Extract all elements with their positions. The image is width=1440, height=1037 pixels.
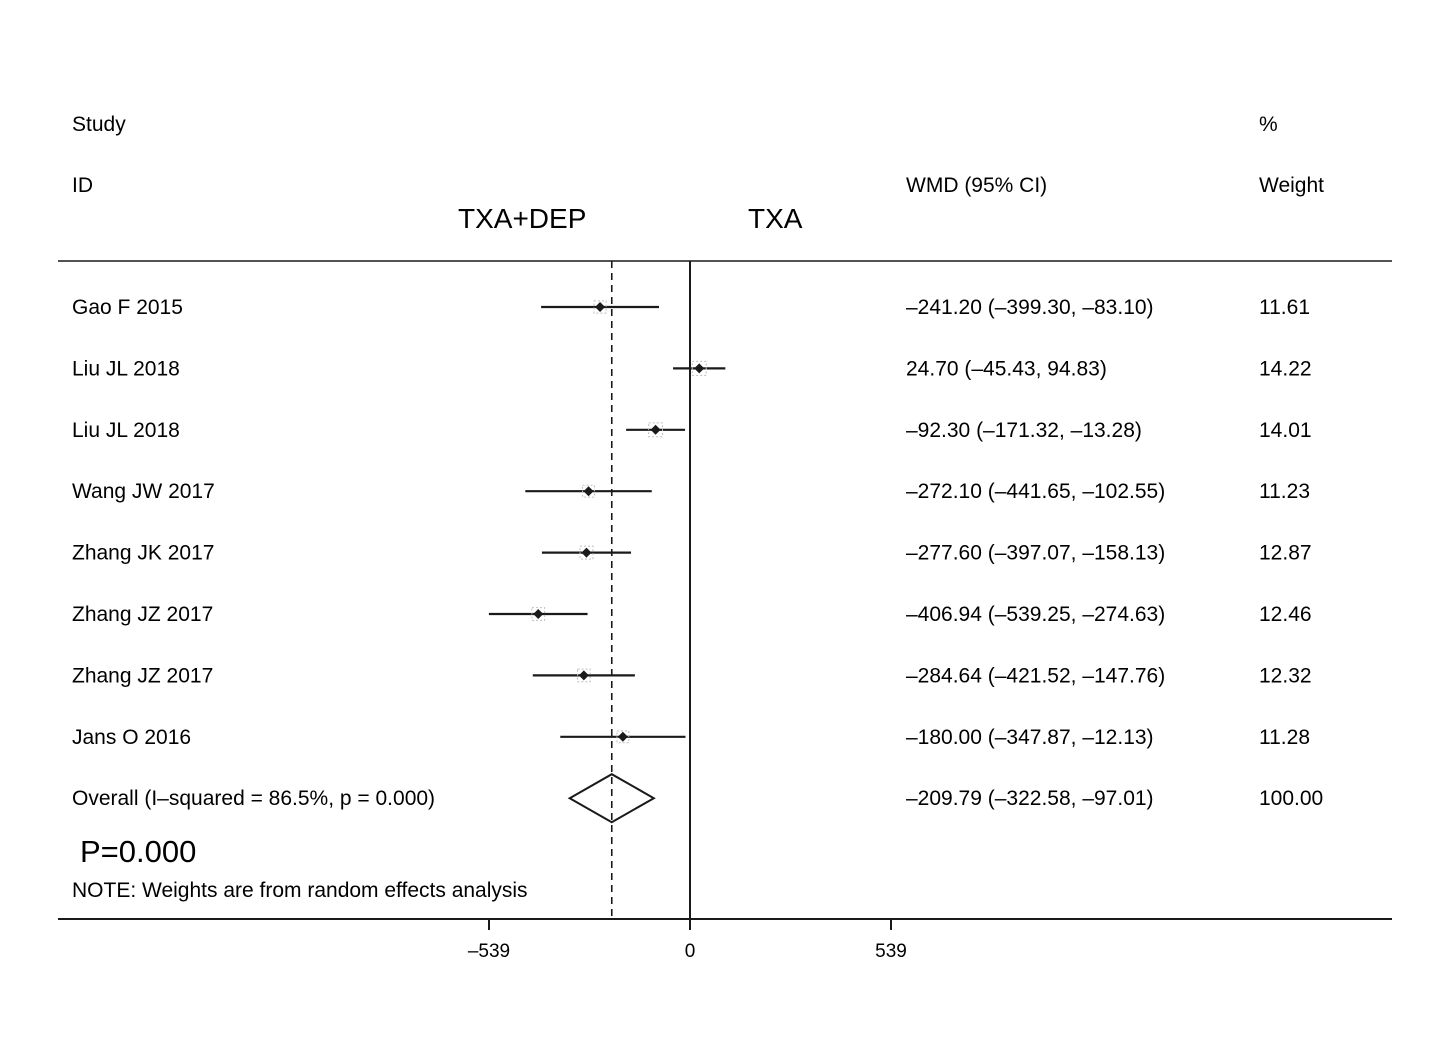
study-point-estimate [533,609,544,619]
study-weight-box [616,730,630,744]
study-weight: 12.32 [1259,664,1312,687]
p-value-text: P=0.000 [80,834,196,869]
study-effect-ci: –92.30 (–171.32, –13.28) [906,419,1142,442]
study-effect-ci: –241.20 (–399.30, –83.10) [906,296,1154,319]
study-point-estimate [583,486,594,497]
study-label: Liu JL 2018 [72,357,180,380]
study-weight-box [577,668,591,683]
study-effect-ci: –180.00 (–347.87, –12.13) [906,726,1154,749]
group-label-left: TXA+DEP [458,203,586,234]
study-effect-ci: –272.10 (–441.65, –102.55) [906,480,1165,503]
study-point-estimate [617,731,628,742]
study-weight: 14.22 [1259,357,1312,380]
group-label-right: TXA [748,203,803,234]
overall-label: Overall (I–squared = 86.5%, p = 0.000) [72,787,435,810]
study-effect-ci: –277.60 (–397.07, –158.13) [906,542,1165,565]
study-label: Gao F 2015 [72,296,183,319]
overall-diamond [567,773,656,824]
header-percent: % [1259,113,1278,136]
study-point-estimate [578,670,589,681]
study-weight: 14.01 [1259,419,1312,442]
study-weight-box [648,422,663,438]
study-weight-box [531,607,546,621]
x-tick-label: 539 [875,941,907,962]
study-effect-ci: 24.70 (–45.43, 94.83) [906,357,1107,380]
study-weight: 11.61 [1259,296,1310,319]
study-weight-box [579,545,594,560]
header-id: ID [72,174,93,197]
study-label: Wang JW 2017 [72,480,215,503]
study-weight: 11.23 [1259,480,1310,503]
study-effect-ci: –406.94 (–539.25, –274.63) [906,603,1165,626]
header-effect: WMD (95% CI) [906,174,1047,197]
study-weight: 12.87 [1259,542,1312,565]
overall-effect-ci: –209.79 (–322.58, –97.01) [906,787,1154,810]
study-label: Liu JL 2018 [72,419,180,442]
study-point-estimate [595,302,606,312]
chart-marks: Gao F 2015 –241.20 (–399.30, –83.10) 11.61… [72,261,1323,962]
note-text: NOTE: Weights are from random effects an… [72,879,528,902]
header-study: Study [72,113,126,136]
study-point-estimate [581,547,592,558]
study-label: Zhang JK 2017 [72,542,214,565]
study-weight: 11.28 [1259,726,1310,749]
x-tick-label: –539 [468,941,510,962]
study-label: Zhang JZ 2017 [72,603,213,626]
study-effect-ci: –284.64 (–421.52, –147.76) [906,664,1165,687]
study-weight-box [691,360,707,376]
overall-weight: 100.00 [1259,787,1323,810]
header-weight: Weight [1259,174,1324,197]
study-label: Jans O 2016 [72,726,191,749]
study-point-estimate [650,424,661,435]
study-weight: 12.46 [1259,603,1312,626]
x-tick-label: 0 [685,941,696,962]
study-label: Zhang JZ 2017 [72,664,213,687]
study-point-estimate [694,363,705,374]
study-weight-box [582,484,595,498]
